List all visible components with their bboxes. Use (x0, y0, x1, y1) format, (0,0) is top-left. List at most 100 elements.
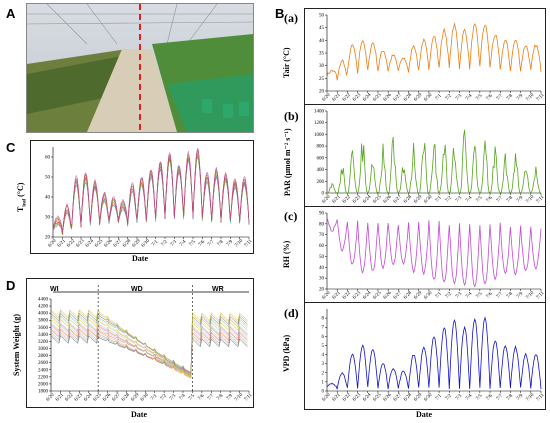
rh-ytick-label: 40 (319, 266, 325, 271)
tair-ylabel: Tair (°C) (282, 47, 291, 78)
tleaf-chart: 20 30 40 50 60 6/20 6/21 6/22 6/23 6/24 6/25 6/26 6/… (30, 140, 254, 254)
rh-xtick-label: 7/8 (506, 291, 514, 299)
tair-ytick-label: 50 (319, 14, 325, 19)
vpd-xtick-label: 7/1 (435, 393, 443, 401)
rh-xtick-label: 6/25 (373, 290, 383, 300)
tleaf-xtick-label: 7/4 (179, 239, 187, 247)
vpd-ytick-label: 4 (322, 353, 325, 358)
weight-ylabel: System Weight (g) (12, 313, 21, 376)
weight-ytick-label: 2000 (38, 382, 49, 387)
rh-xtick-label: 7/3 (455, 291, 463, 299)
tleaf-xtick-label: 6/27 (113, 238, 123, 248)
par-xtick-label: 7/6 (486, 195, 494, 203)
weight-ytick-label: 1800 (38, 390, 49, 395)
vpd-xlabel: Date (416, 410, 432, 419)
vpd-chart: 0 1 2 3 4 5 6 7 8 6/20 6/21 6/22 6/23 6/24 6/25 6/26 6/2… (304, 302, 546, 410)
tair-ytick-label: 25 (319, 77, 325, 82)
par-xtick-label: 7/5 (475, 195, 483, 203)
phase-wr: WR (212, 286, 224, 293)
par-xtick-label: 6/30 (424, 194, 434, 204)
tleaf-xtick-label: 7/3 (170, 239, 178, 247)
weight-xtick-label: 6/20 (46, 392, 56, 402)
weight-series-line (50, 308, 248, 379)
tair-chart: 20 25 30 35 40 45 50 6/20 6/21 6/22 6/23 6/24 6/25 6/… (304, 8, 546, 106)
weight-series-line (50, 312, 248, 376)
rh-xtick-label: 6/26 (383, 290, 393, 300)
vpd-xtick-label: 6/24 (362, 392, 372, 402)
weight-xtick-label: 7/5 (188, 393, 196, 401)
tleaf-series-line (52, 149, 250, 234)
rh-ytick-label: 80 (319, 222, 325, 227)
tair-ytick-label: 20 (319, 90, 325, 95)
rh-xtick-label: 6/30 (424, 290, 434, 300)
rh-ytick-label: 90 (319, 212, 325, 217)
weight-series-line (50, 322, 248, 379)
tair-xtick-label: 6/23 (352, 92, 362, 102)
rh-series-line (326, 217, 542, 288)
tair-series-line (326, 22, 542, 81)
par-xtick-label: 7/9 (516, 195, 524, 203)
rh-xtick-label: 7/2 (445, 291, 453, 299)
weight-xtick-label: 6/28 (121, 392, 131, 402)
tleaf-xtick-label: 6/25 (94, 238, 104, 248)
vpd-ytick-label: 6 (322, 335, 325, 340)
par-xtick-label: 6/25 (373, 194, 383, 204)
par-ytick-label: 600 (317, 156, 325, 161)
rh-xtick-label: 7/7 (496, 291, 504, 299)
weight-ytick-label: 4000 (38, 312, 49, 317)
rh-xtick-label: 7/11 (536, 290, 545, 300)
tair-xtick-label: 7/11 (536, 92, 545, 102)
vpd-ytick-label: 7 (322, 326, 325, 331)
tleaf-xtick-label: 6/23 (76, 238, 86, 248)
tair-xtick-label: 7/1 (435, 93, 443, 101)
vpd-ytick-label: 3 (322, 362, 325, 367)
weight-ytick-label: 2800 (38, 354, 49, 359)
vpd-xtick-label: 7/4 (465, 393, 473, 401)
weight-xtick-label: 6/27 (112, 392, 122, 402)
rh-sub: (c) (284, 209, 298, 223)
vpd-xtick-label: 7/9 (516, 393, 524, 401)
rh-xtick-label: 7/6 (486, 291, 494, 299)
par-xtick-label: 7/2 (445, 195, 453, 203)
weight-series-line (50, 331, 248, 378)
par-ytick-label: 800 (317, 145, 325, 150)
par-ylabel: PAR (μmol m⁻² s⁻¹) (283, 128, 292, 196)
panel-label-d: D (6, 278, 16, 293)
rh-xtick-label: 7/5 (475, 291, 483, 299)
par-xtick-label: 6/21 (332, 194, 342, 204)
par-xtick-label: 6/22 (342, 194, 352, 204)
tleaf-xtick-label: 7/8 (217, 239, 225, 247)
vpd-xtick-label: 6/22 (342, 392, 352, 402)
vpd-xtick-label: 6/28 (403, 392, 413, 402)
weight-xtick-label: 6/25 (93, 392, 103, 402)
weight-xtick-label: 7/10 (234, 392, 244, 402)
weight-xtick-label: 6/26 (102, 392, 112, 402)
par-sub: (b) (284, 109, 299, 123)
vpd-series-line (326, 316, 542, 390)
tleaf-xtick-label: 6/29 (132, 238, 142, 248)
par-xtick-label: 6/23 (352, 194, 362, 204)
tair-xtick-label: 7/8 (506, 93, 514, 101)
weight-ytick-label: 3000 (38, 347, 49, 352)
rh-xtick-label: 6/28 (403, 290, 413, 300)
par-xtick-label: 6/29 (413, 194, 423, 204)
tleaf-ytick-label: 30 (45, 216, 51, 221)
vpd-xtick-label: 6/30 (424, 392, 434, 402)
tair-xtick-label: 6/25 (373, 92, 383, 102)
tleaf-xtick-label: 6/26 (104, 238, 114, 248)
par-xtick-label: 6/20 (322, 194, 332, 204)
par-xtick-label: 7/8 (506, 195, 514, 203)
rh-ytick-label: 70 (319, 233, 325, 238)
tair-sub: (a) (284, 11, 298, 25)
vpd-xtick-label: 7/8 (506, 393, 514, 401)
tleaf-xtick-label: 6/30 (141, 238, 151, 248)
rh-ytick-label: 20 (319, 288, 325, 293)
rh-xtick-label: 6/24 (362, 290, 372, 300)
vpd-xtick-label: 7/10 (526, 392, 536, 402)
phase-wd: WD (131, 286, 143, 293)
weight-series-line (50, 318, 248, 375)
tair-ytick-label: 45 (319, 26, 325, 31)
par-ytick-label: 200 (317, 180, 325, 185)
vpd-ytick-label: 2 (322, 371, 325, 376)
tleaf-xtick-label: 7/11 (244, 238, 253, 248)
